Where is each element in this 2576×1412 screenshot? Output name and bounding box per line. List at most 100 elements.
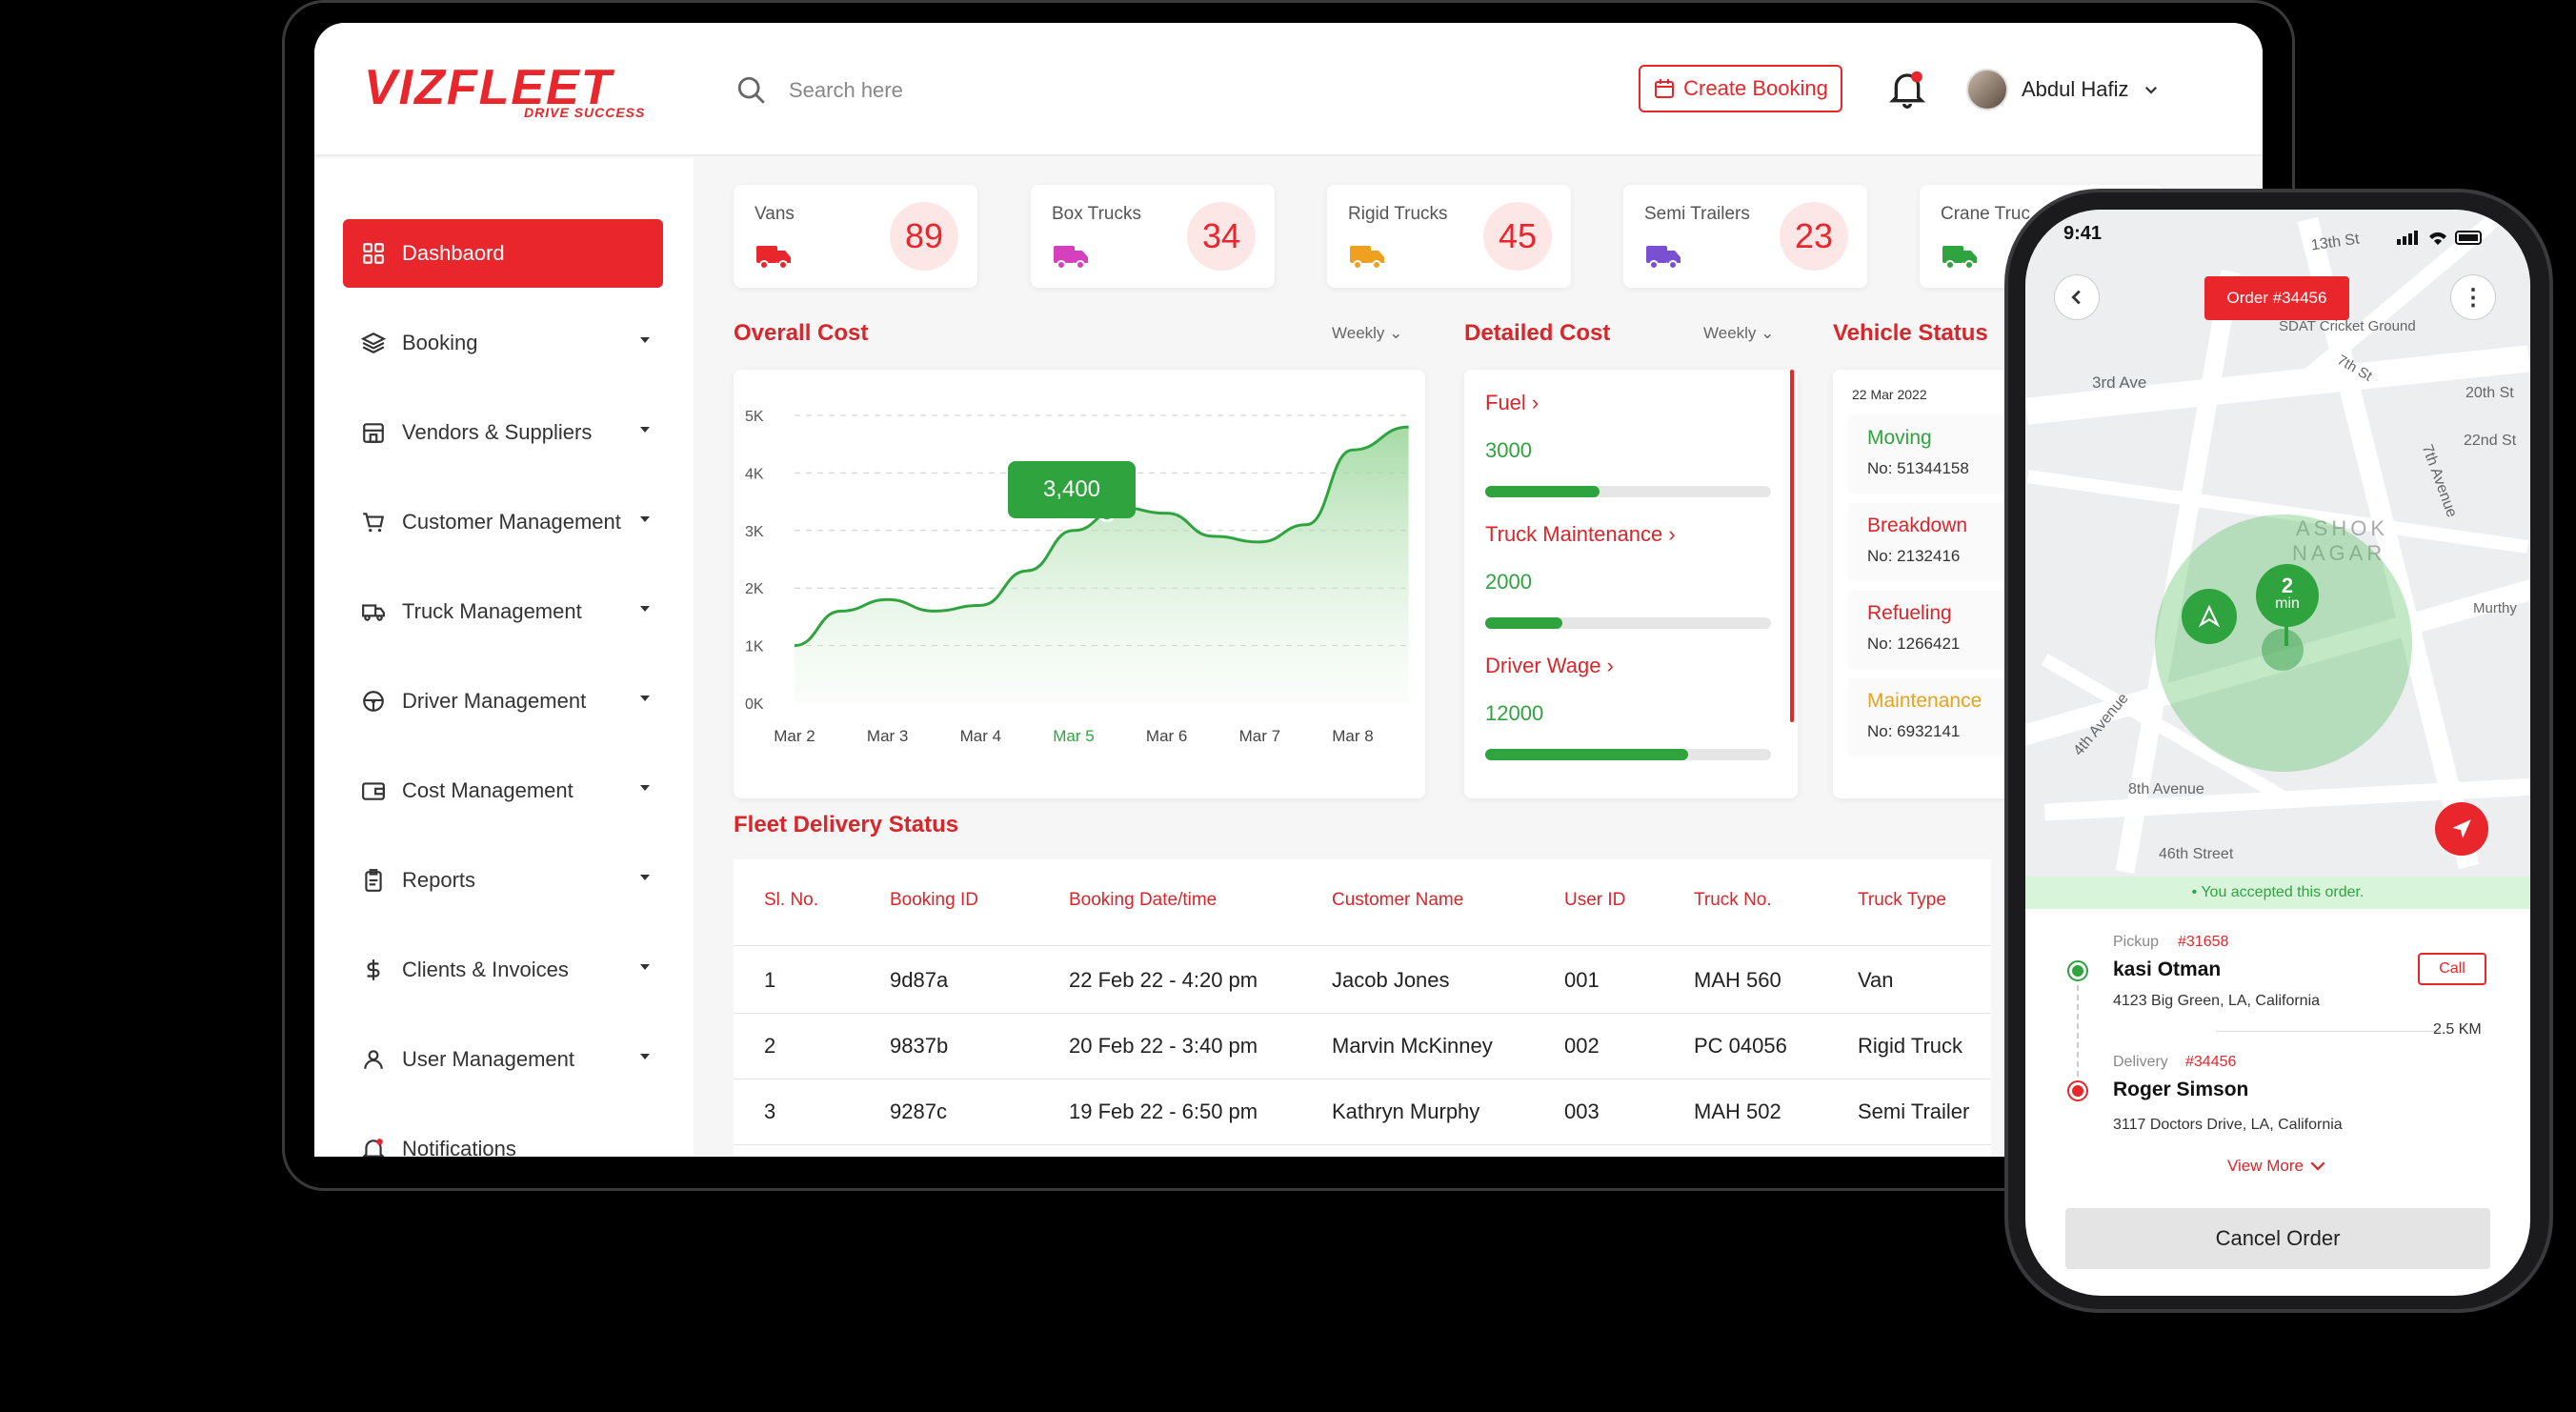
route-line [2077, 985, 2079, 1077]
caret-down-icon [640, 696, 650, 701]
back-button[interactable] [2054, 274, 2100, 320]
overall-cost-period-select[interactable]: Weekly ⌄ [1332, 324, 1403, 342]
detailed-cost-title: Detailed Cost [1464, 320, 1611, 346]
table-cell: MAH 502 [1694, 1099, 1781, 1123]
cost-item-label: Truck Maintenance [1485, 522, 1663, 546]
table-row[interactable]: 3 9287c 19 Feb 22 - 6:50 pm Kathryn Murphy 0… [734, 1080, 1991, 1145]
x-tick-label: Mar 2 [774, 727, 815, 745]
signal-wifi-battery-icon [2397, 231, 2482, 245]
table-cell: Semi Trailer [1858, 1099, 1970, 1123]
view-more-label: View More [2227, 1157, 2304, 1175]
status-time: 9:41 [2063, 223, 2103, 244]
notification-bell-icon[interactable] [1888, 69, 1926, 111]
create-booking-button[interactable]: Create Booking [1639, 65, 1842, 112]
navigate-button[interactable] [2435, 802, 2488, 856]
table-row[interactable]: 49872d18 Feb 22 - 1:30 pmWade Warren004M… [734, 1146, 1991, 1157]
sidebar-item-label: Driver Management [402, 689, 587, 713]
table-header-divider [734, 945, 1991, 946]
vehicle-card-3[interactable]: Semi Trailers 23 [1623, 185, 1867, 288]
x-tick-label: Mar 7 [1239, 727, 1280, 745]
vehicle-card-label: Box Trucks [1052, 204, 1141, 224]
sidebar-item-reports[interactable]: Reports [343, 846, 663, 915]
vehicle-card-0[interactable]: Vans 89 [734, 185, 977, 288]
chevron-right-icon: › [1662, 522, 1676, 546]
vehicle-status-item-0[interactable]: Moving No: 51344158 [1848, 415, 2023, 494]
vehicle-card-1[interactable]: Box Trucks 34 [1031, 185, 1275, 288]
table-header[interactable]: Customer Name [1332, 890, 1464, 910]
sidebar-item-truck-management[interactable]: Truck Management [343, 577, 663, 646]
table-header[interactable]: Booking Date/time [1069, 890, 1218, 910]
table-header[interactable]: Truck No. [1694, 890, 1772, 910]
map-street-label: 22nd St [2464, 433, 2517, 449]
table-cell: 22 Feb 22 - 4:20 pm [1069, 968, 1258, 992]
order-badge: Order #34456 [2204, 276, 2349, 320]
table-header[interactable]: Sl. No. [764, 890, 819, 910]
pickup-address: 4123 Big Green, LA, California [2113, 993, 2321, 1009]
view-more-link[interactable]: View More [2227, 1157, 2326, 1176]
table-row[interactable]: 1 9d87a 22 Feb 22 - 4:20 pm Jacob Jones 001 M… [734, 949, 1991, 1014]
truck-icon [1348, 238, 1386, 271]
navigation-pin[interactable] [2182, 589, 2237, 644]
call-button[interactable]: Call [2418, 953, 2486, 985]
vizfleet-logo[interactable]: VIZFLEET DRIVE SUCCESS [364, 59, 650, 126]
radius-circle [2155, 514, 2412, 772]
x-tick-label: Mar 8 [1332, 727, 1373, 745]
chart-tooltip: 3,400 [1008, 461, 1136, 518]
vehicle-status-item-1[interactable]: Breakdown No: 2132416 [1848, 503, 2023, 581]
delivery-label: Delivery [2113, 1054, 2168, 1070]
cancel-order-button[interactable]: Cancel Order [2065, 1208, 2490, 1269]
steering-icon [360, 688, 387, 715]
table-header[interactable]: User ID [1564, 890, 1626, 910]
status-vehicle-no: No: 51344158 [1867, 459, 1969, 477]
sidebar-item-label: Cost Management [402, 778, 574, 802]
table-header[interactable]: Truck Type [1858, 890, 1946, 910]
sidebar-item-dashbaord[interactable]: Dashbaord [343, 219, 663, 288]
more-menu-button[interactable]: ⋮ [2450, 274, 2496, 320]
caret-down-icon [640, 875, 650, 880]
user-menu[interactable]: Abdul Hafiz [1966, 65, 2185, 114]
detailed-cost-item-0[interactable]: Fuel › [1485, 391, 1539, 415]
eta-number: 2 [2281, 574, 2294, 597]
vehicle-count: 23 [1780, 202, 1848, 271]
map-view[interactable]: 13th St SDAT Cricket Ground 3rd Ave 7th St 2… [2025, 210, 2530, 877]
sidebar-item-vendors-suppliers[interactable]: Vendors & Suppliers [343, 398, 663, 467]
vehicle-status-item-3[interactable]: Maintenance No: 6932141 [1848, 678, 2023, 756]
sidebar-item-booking[interactable]: Booking [343, 309, 663, 377]
table-cell: Marvin McKinney [1332, 1034, 1493, 1058]
status-label: Breakdown [1867, 514, 1968, 536]
detailed-cost-scrollbar[interactable] [1790, 370, 1794, 722]
vehicle-card-2[interactable]: Rigid Trucks 45 [1327, 185, 1571, 288]
detailed-cost-item-1[interactable]: Truck Maintenance › [1485, 522, 1676, 547]
store-icon [360, 419, 387, 446]
chevron-down-icon [2144, 86, 2157, 94]
vehicle-count: 45 [1483, 202, 1552, 271]
sidebar-item-cost-management[interactable]: Cost Management [343, 756, 663, 825]
top-bar: VIZFLEET DRIVE SUCCESS Search here Creat… [314, 23, 2263, 156]
sidebar-item-driver-management[interactable]: Driver Management [343, 667, 663, 736]
sidebar-item-clients-invoices[interactable]: Clients & Invoices [343, 936, 663, 1004]
pickup-label: Pickup [2113, 934, 2160, 950]
chevron-down-icon [2310, 1161, 2325, 1171]
vehicle-status-item-2[interactable]: Refueling No: 1266421 [1848, 591, 2023, 669]
search-input[interactable]: Search here [789, 78, 903, 102]
detailed-cost-period-select[interactable]: Weekly ⌄ [1703, 324, 1775, 342]
sidebar-item-customer-management[interactable]: Customer Management [343, 488, 663, 556]
detailed-cost-item-2[interactable]: Driver Wage › [1485, 654, 1614, 678]
dollar-icon [360, 957, 387, 983]
eta-badge: 2 min [2256, 564, 2319, 627]
user-icon [360, 1046, 387, 1073]
table-header[interactable]: Booking ID [890, 890, 978, 910]
sidebar-item-user-management[interactable]: User Management [343, 1025, 663, 1094]
dashboard-screen: VIZFLEET DRIVE SUCCESS Search here Creat… [314, 23, 2263, 1157]
cost-progress-bar [1485, 486, 1771, 497]
avatar [1966, 69, 2008, 111]
table-row[interactable]: 2 9837b 20 Feb 22 - 3:40 pm Marvin McKinney… [734, 1015, 1991, 1079]
sidebar-item-notifications[interactable]: Notifications [343, 1115, 663, 1157]
table-cell: Van [1858, 968, 1894, 992]
cost-item-value: 2000 [1485, 570, 1532, 594]
sidebar-item-label: Vendors & Suppliers [402, 420, 593, 444]
caret-down-icon [640, 516, 650, 522]
caret-down-icon [640, 337, 650, 343]
search-bar[interactable]: Search here [735, 71, 1117, 111]
caret-down-icon [640, 785, 650, 791]
